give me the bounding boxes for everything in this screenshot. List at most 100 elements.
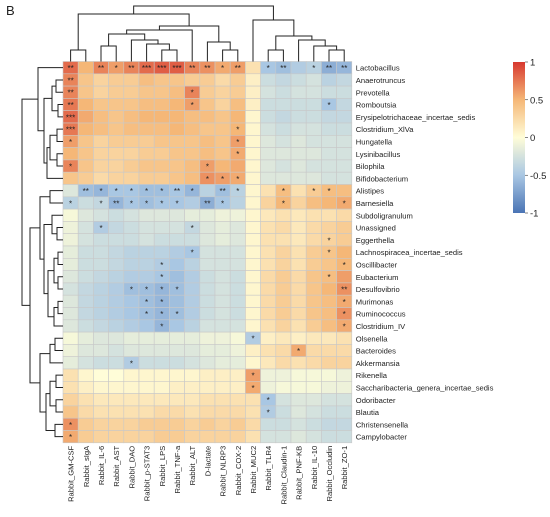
heatmap-cell bbox=[62, 233, 79, 247]
heatmap-cell bbox=[290, 184, 307, 198]
heatmap-cell bbox=[245, 307, 261, 321]
heatmap-cell bbox=[305, 159, 322, 173]
heatmap-cell bbox=[214, 98, 231, 112]
heatmap-cell bbox=[199, 331, 216, 345]
heatmap-cell bbox=[245, 196, 261, 210]
row-dendrogram-link bbox=[54, 337, 63, 352]
heatmap-cell bbox=[214, 159, 231, 173]
significance-star: * bbox=[160, 298, 163, 307]
heatmap-cell bbox=[153, 405, 170, 419]
significance-star: * bbox=[160, 310, 163, 319]
heatmap-cell bbox=[275, 159, 292, 173]
heatmap-cell bbox=[245, 208, 261, 222]
heatmap-cell bbox=[77, 85, 94, 99]
heatmap-cell bbox=[305, 147, 322, 161]
dendrograms bbox=[21, 5, 345, 438]
row-dendrogram-link bbox=[57, 104, 63, 118]
heatmap-cell bbox=[169, 135, 185, 148]
heatmap-cell bbox=[123, 319, 140, 333]
heatmap-cell bbox=[184, 73, 201, 87]
heatmap-cell bbox=[290, 356, 307, 370]
heatmap-cell bbox=[123, 270, 140, 284]
heatmap-cell bbox=[321, 331, 337, 345]
significance-star: * bbox=[297, 347, 300, 356]
heatmap-cell bbox=[260, 257, 277, 271]
heatmap-cell bbox=[169, 85, 185, 99]
heatmap-cell bbox=[93, 319, 109, 333]
heatmap-cell bbox=[184, 196, 201, 210]
heatmap-cell bbox=[93, 245, 109, 259]
heatmap-cell bbox=[245, 233, 261, 247]
heatmap-cell bbox=[336, 221, 353, 234]
heatmap-cell bbox=[184, 417, 201, 431]
row-dendrogram-link bbox=[57, 300, 63, 315]
significance-star: * bbox=[175, 199, 178, 208]
heatmap-cell bbox=[184, 208, 201, 222]
heatmap-cell bbox=[199, 147, 216, 161]
row-label: Akkermansia bbox=[356, 359, 401, 368]
column-label: Rabbit_ALT bbox=[188, 445, 197, 485]
heatmap-cell bbox=[169, 417, 185, 431]
significance-star: *** bbox=[66, 126, 75, 135]
heatmap-cell bbox=[214, 282, 231, 296]
row-dendrogram-link bbox=[55, 79, 63, 93]
column-label: Rabbit_LPS bbox=[158, 446, 167, 487]
heatmap-cell bbox=[77, 368, 94, 382]
row-label: Olsenella bbox=[356, 334, 388, 343]
significance-star: ** bbox=[326, 64, 332, 73]
heatmap-cell bbox=[260, 110, 277, 124]
heatmap-cell bbox=[184, 307, 201, 321]
significance-star: *** bbox=[157, 64, 166, 73]
heatmap-cell bbox=[93, 282, 109, 296]
heatmap-cell bbox=[93, 73, 109, 87]
heatmap-cell bbox=[108, 282, 125, 296]
heatmap-cell bbox=[245, 294, 261, 308]
heatmap-cell bbox=[138, 98, 155, 112]
column-dendrogram-link bbox=[275, 35, 313, 50]
heatmap-cell bbox=[77, 417, 94, 431]
heatmap-cell bbox=[290, 73, 307, 87]
column-label: Rabbit_DAO bbox=[127, 446, 136, 489]
heatmap-cell bbox=[336, 159, 353, 173]
row-dendrogram-link bbox=[43, 97, 52, 164]
heatmap-cell bbox=[245, 135, 261, 148]
heatmap-cell bbox=[184, 294, 201, 308]
heatmap-cell bbox=[260, 135, 277, 148]
heatmap-cell bbox=[169, 110, 185, 124]
heatmap-cell bbox=[108, 307, 125, 321]
color-legend-label: 0 bbox=[530, 133, 535, 144]
heatmap-cell bbox=[290, 380, 307, 394]
significance-star: * bbox=[175, 310, 178, 319]
heatmap-cell bbox=[93, 135, 109, 148]
heatmap-cell bbox=[336, 380, 353, 394]
heatmap-cell bbox=[260, 233, 277, 247]
heatmap-cell bbox=[305, 208, 322, 222]
heatmap-cell bbox=[260, 430, 277, 444]
row-label: Unassigned bbox=[356, 224, 396, 233]
column-label: Rabbit_IL-10 bbox=[310, 446, 319, 489]
heatmap-cell bbox=[275, 233, 292, 247]
heatmap-cell bbox=[169, 430, 185, 444]
heatmap-cell bbox=[199, 282, 216, 296]
heatmap-cell bbox=[108, 417, 125, 431]
row-label: Bifidobacterium bbox=[356, 174, 408, 183]
column-label: Rabbit_PNF-KB bbox=[295, 446, 304, 500]
heatmap-cell bbox=[169, 331, 185, 345]
column-label: Rabbit_TNF-a bbox=[173, 445, 182, 493]
heatmap-cell bbox=[123, 122, 140, 136]
heatmap-cell bbox=[199, 122, 216, 136]
significance-star: * bbox=[145, 310, 148, 319]
significance-stars: ** ** * ** *** *** *** ** ** * ** * ** * ** ****** *** * *… bbox=[66, 64, 347, 442]
heatmap-cell bbox=[229, 282, 246, 296]
heatmap-cell bbox=[245, 147, 261, 161]
heatmap-cell bbox=[275, 73, 292, 87]
heatmap-cell bbox=[214, 122, 231, 136]
heatmap-cell bbox=[245, 430, 261, 444]
heatmap-cell bbox=[77, 135, 94, 148]
heatmap-cell bbox=[199, 98, 216, 112]
heatmap-cell bbox=[290, 393, 307, 407]
heatmap-cell bbox=[305, 135, 322, 148]
heatmap-cell bbox=[305, 356, 322, 370]
heatmap-cell bbox=[321, 380, 337, 394]
heatmap-cell bbox=[169, 368, 185, 382]
